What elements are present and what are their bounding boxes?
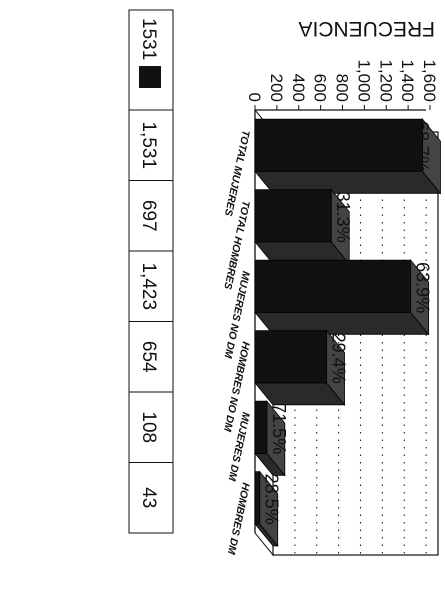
percent-label: 63.9%	[413, 262, 433, 313]
bar-front	[254, 330, 327, 384]
bar-front	[254, 471, 261, 525]
table-value: 654	[138, 341, 159, 373]
y-tick-label: 1,000	[354, 59, 373, 102]
percent-labels: 68.7% 31.3% 63.9% 29.4% 71.5% 28.5%	[262, 121, 433, 525]
table-cell	[128, 462, 174, 534]
percent-label: 31.3%	[333, 192, 353, 243]
table-value: 1,423	[138, 262, 159, 310]
y-tick-label: 600	[311, 74, 330, 102]
data-table: 1,531 697 1,423 654 108 43 1531	[128, 9, 174, 534]
y-tick-label: 800	[333, 74, 352, 102]
axis: 0 200 400 600 800 1,000 1,200 1,400 1,600	[245, 59, 439, 533]
bar-front	[254, 400, 268, 454]
percent-label: 28.5%	[262, 474, 282, 525]
y-tick-label: 1,400	[398, 59, 417, 102]
percent-label: 29.4%	[329, 333, 349, 384]
y-tick-label: 200	[267, 74, 286, 102]
bar	[254, 400, 286, 477]
table-value: 697	[138, 200, 159, 232]
y-tick-label: 1,600	[420, 59, 439, 102]
table-value: 108	[138, 411, 159, 443]
y-tick-label: 400	[289, 74, 308, 102]
bar-front	[254, 259, 412, 313]
legend-cell	[128, 9, 174, 111]
bar	[254, 259, 430, 336]
bar	[254, 329, 346, 406]
legend-swatch	[139, 66, 161, 88]
percent-label: 68.7%	[412, 121, 432, 172]
bars	[254, 118, 442, 547]
bar	[254, 470, 279, 547]
y-axis-title: FRECUENCIA	[298, 17, 435, 40]
bar	[254, 118, 442, 195]
category-label: HOMBRES DM	[225, 481, 252, 555]
table-value: 43	[138, 487, 159, 508]
bar-front	[254, 189, 332, 243]
percent-label: 71.5%	[269, 403, 289, 454]
y-tick-label: 1,200	[376, 59, 395, 102]
y-tick-label: 0	[245, 93, 264, 102]
legend-label: 1531	[138, 18, 159, 60]
table-value: 1,531	[138, 121, 159, 169]
bar-front	[254, 118, 423, 172]
